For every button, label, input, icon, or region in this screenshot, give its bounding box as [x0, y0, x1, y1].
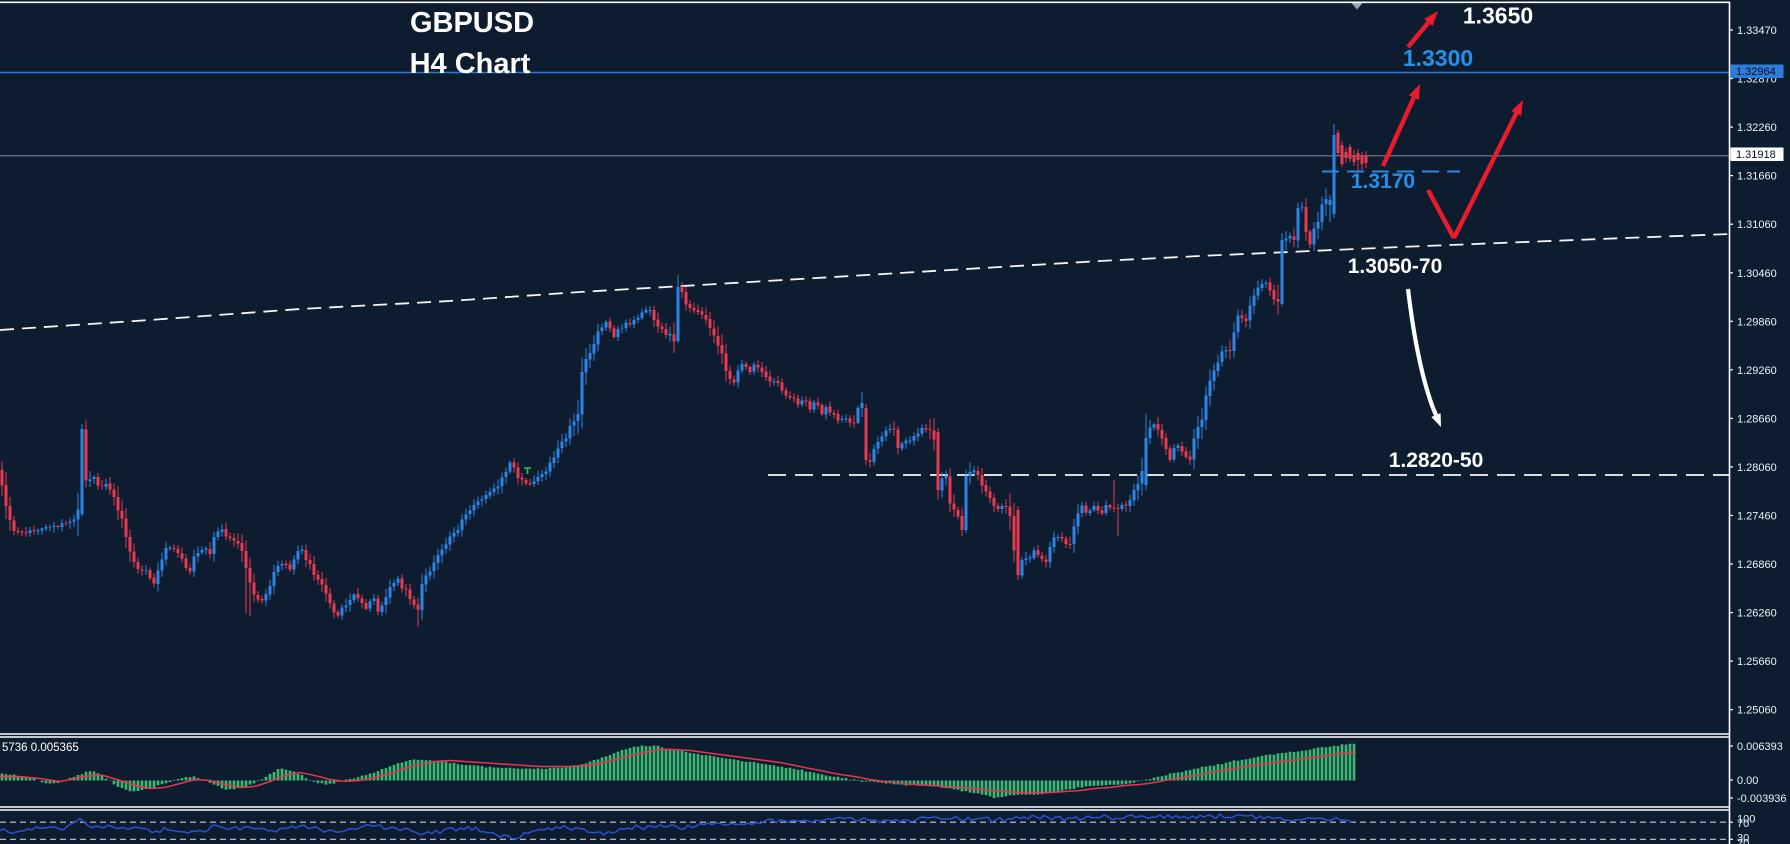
svg-text:1.33470: 1.33470 — [1737, 25, 1777, 37]
svg-text:1.30460: 1.30460 — [1737, 268, 1777, 280]
svg-text:1.31918: 1.31918 — [1736, 149, 1776, 161]
svg-text:1.3170: 1.3170 — [1351, 170, 1415, 193]
svg-text:1.27460: 1.27460 — [1737, 511, 1777, 523]
svg-text:0.006393: 0.006393 — [1737, 741, 1783, 753]
svg-text:1.28060: 1.28060 — [1737, 462, 1777, 474]
svg-text:5736 0.005365: 5736 0.005365 — [2, 742, 79, 754]
svg-text:H4 Chart: H4 Chart — [410, 48, 531, 80]
svg-text:20: 20 — [1737, 838, 1749, 844]
svg-text:1.31060: 1.31060 — [1737, 219, 1777, 231]
svg-text:1.3650: 1.3650 — [1463, 3, 1533, 29]
svg-text:1.32964: 1.32964 — [1736, 66, 1776, 78]
svg-text:1.31660: 1.31660 — [1737, 171, 1777, 183]
svg-text:1.29860: 1.29860 — [1737, 316, 1777, 328]
svg-text:1.2820-50: 1.2820-50 — [1389, 449, 1484, 472]
svg-text:1.26260: 1.26260 — [1737, 608, 1777, 620]
svg-text:1.3050-70: 1.3050-70 — [1348, 255, 1443, 278]
svg-text:0.00: 0.00 — [1737, 775, 1758, 787]
svg-text:1.3300: 1.3300 — [1403, 45, 1473, 71]
svg-text:1.28660: 1.28660 — [1737, 413, 1777, 425]
svg-text:70: 70 — [1737, 818, 1749, 830]
svg-text:30: 30 — [1737, 833, 1749, 844]
svg-text:100: 100 — [1737, 814, 1755, 826]
svg-text:GBPUSD: GBPUSD — [410, 7, 534, 39]
svg-text:1.25660: 1.25660 — [1737, 656, 1777, 668]
svg-text:1.29260: 1.29260 — [1737, 365, 1777, 377]
svg-text:1.26860: 1.26860 — [1737, 559, 1777, 571]
svg-text:1.32260: 1.32260 — [1737, 122, 1777, 134]
svg-text:1.25060: 1.25060 — [1737, 705, 1777, 717]
svg-text:-0.003936: -0.003936 — [1737, 793, 1787, 805]
